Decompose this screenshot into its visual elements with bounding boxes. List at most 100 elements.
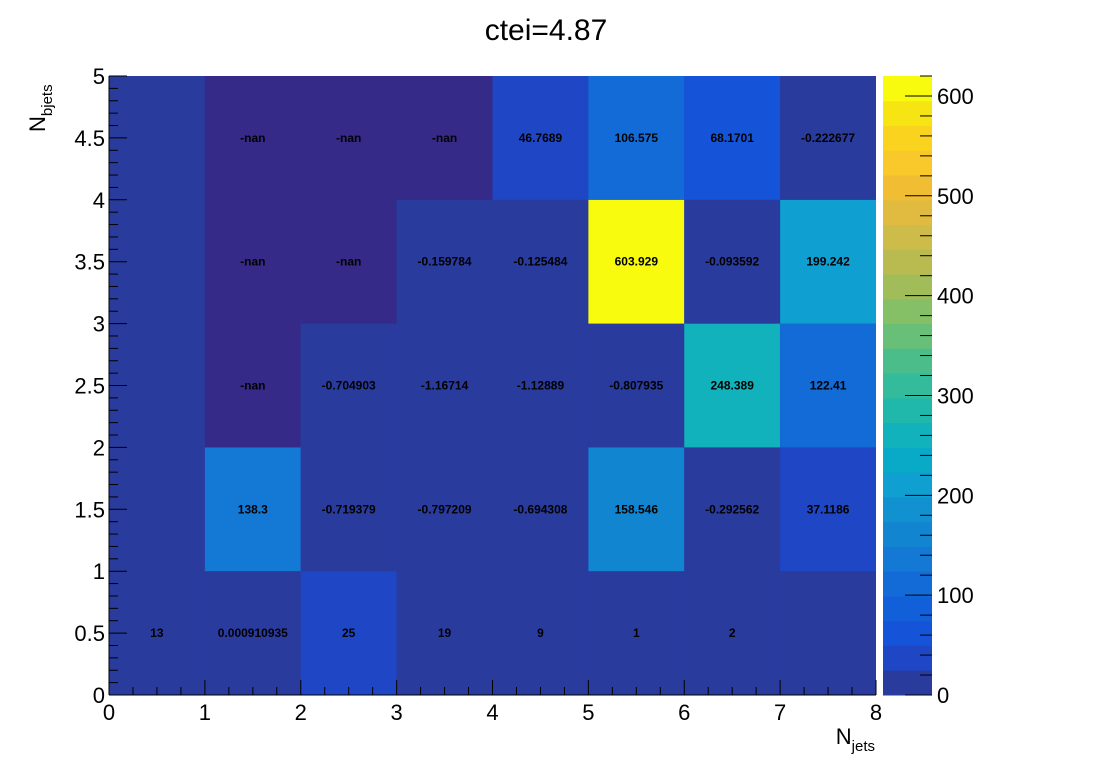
heatmap-cell [204,571,301,695]
colorbar-tick-label: 300 [937,383,974,408]
y-tick-label: 5 [93,64,105,89]
colorbar-segment [883,447,932,473]
cell-value-label: 248.389 [710,379,754,393]
x-axis-label-base: N [836,724,852,749]
x-tick-label: 2 [295,700,307,725]
cell-value-label: -nan [336,255,361,269]
y-tick-label: 3.5 [74,250,105,275]
heatmap-cell [588,323,685,448]
cell-value-label: -0.694308 [513,502,567,516]
y-axis-label: Nbjets [25,84,56,132]
heatmap-cell [300,447,397,572]
heatmap-cell [780,447,876,572]
x-tick-label: 8 [870,700,882,725]
cell-value-label: -nan [432,131,457,145]
colorbar-segment [883,249,932,275]
cell-value-label: 0.000910935 [218,626,288,640]
colorbar-segment [883,645,932,671]
axes-layer: 0 1 2 3 4 5 6 7 8 0 0.5 1 1.5 2 2.5 3 3.5 4 4.5 5 [74,64,882,725]
colorbar-segment [883,670,932,696]
cell-value-label: -0.125484 [513,255,567,269]
heatmap-cell [588,76,685,200]
cell-value-label: -nan [336,131,361,145]
heatmap-cell [684,323,781,448]
heatmap-cell [204,76,301,200]
colorbar-tick-label: 200 [937,483,974,508]
heatmap-cell [396,323,493,448]
y-tick-label: 3 [93,312,105,337]
heatmap-cell [780,76,876,200]
heatmap-cell [588,199,685,324]
cell-value-label: -0.159784 [418,255,472,269]
x-tick-label: 6 [678,700,690,725]
heatmap-cell [300,76,397,200]
cell-value-label: 25 [342,626,356,640]
cell-value-label: 68.1701 [710,131,754,145]
cell-value-label: -nan [240,379,265,393]
cell-value-label: -nan [240,131,265,145]
colorbar-segment [883,546,932,572]
bin-labels-layer: 13 0.000910935 25 19 9 1 2 138.3 -0.719379 -0.797… [150,131,855,640]
colorbar-segment [883,496,932,523]
colorbar-segment [883,125,932,151]
colorbar-tick-label: 0 [937,683,949,708]
colorbar-tick-label: 500 [937,184,974,209]
colorbar-segment [883,595,932,622]
heatmap-cell [492,76,589,200]
colorbar-segment [883,397,932,424]
heatmap-cell [588,571,685,695]
heatmap-cell [780,199,876,324]
cell-value-label: 138.3 [238,502,268,516]
x-tick-label: 1 [199,700,211,725]
colorbar-segment [883,521,932,547]
y-tick-label: 4.5 [74,126,105,151]
colorbar-tick-label: 100 [937,583,974,608]
cell-value-label: 122.41 [810,379,847,393]
y-tick-label: 1 [93,559,105,584]
heatmap-cell [204,447,301,572]
colorbar-segment [883,620,932,646]
colorbar: 0 100 200 300 400 500 600 [883,75,974,708]
cell-value-label: -1.12889 [517,379,565,393]
cell-value-label: 1 [633,626,640,640]
heatmap-cell [684,447,781,572]
x-tick-label: 0 [103,700,115,725]
cell-value-label: 158.546 [615,502,659,516]
cell-value-label: 37.1186 [807,502,850,516]
bins-layer [109,76,876,695]
colorbar-segment [883,175,932,201]
colorbar-segment [883,348,932,374]
cell-value-label: 603.929 [615,255,659,269]
colorbar-segment [883,472,932,498]
heatmap-cell [588,447,685,572]
colorbar-segment [883,224,932,250]
cell-value-label: 9 [537,626,544,640]
y-tick-label: 2 [93,435,105,460]
colorbar-tick-label: 600 [937,84,974,109]
heatmap-cell [684,76,781,200]
heatmap-cell [396,76,493,200]
x-axis-label-sub: jets [851,738,875,755]
heatmap-cell [396,199,493,324]
cell-value-label: 106.575 [615,131,659,145]
colorbar-segment [883,100,932,127]
heatmap-cell [300,571,397,695]
colorbar-segment [883,373,932,399]
x-tick-label: 3 [391,700,403,725]
colorbar-segment [883,76,932,102]
colorbar-segment [883,150,932,176]
heatmap-cell [396,447,493,572]
heatmap-cell [684,199,781,324]
y-tick-label: 1.5 [74,497,105,522]
heatmap-cell [492,199,589,324]
colorbar-segment [883,323,932,349]
heatmap-cell [396,571,493,695]
cell-value-label: -0.797209 [418,502,472,516]
cell-value-label: -0.292562 [705,502,759,516]
cell-value-label: 13 [150,626,164,640]
heatmap-cell [204,199,301,324]
heatmap-cell [684,571,781,695]
y-tick-label: 0 [93,683,105,708]
y-axis-label-base: N [25,116,50,132]
